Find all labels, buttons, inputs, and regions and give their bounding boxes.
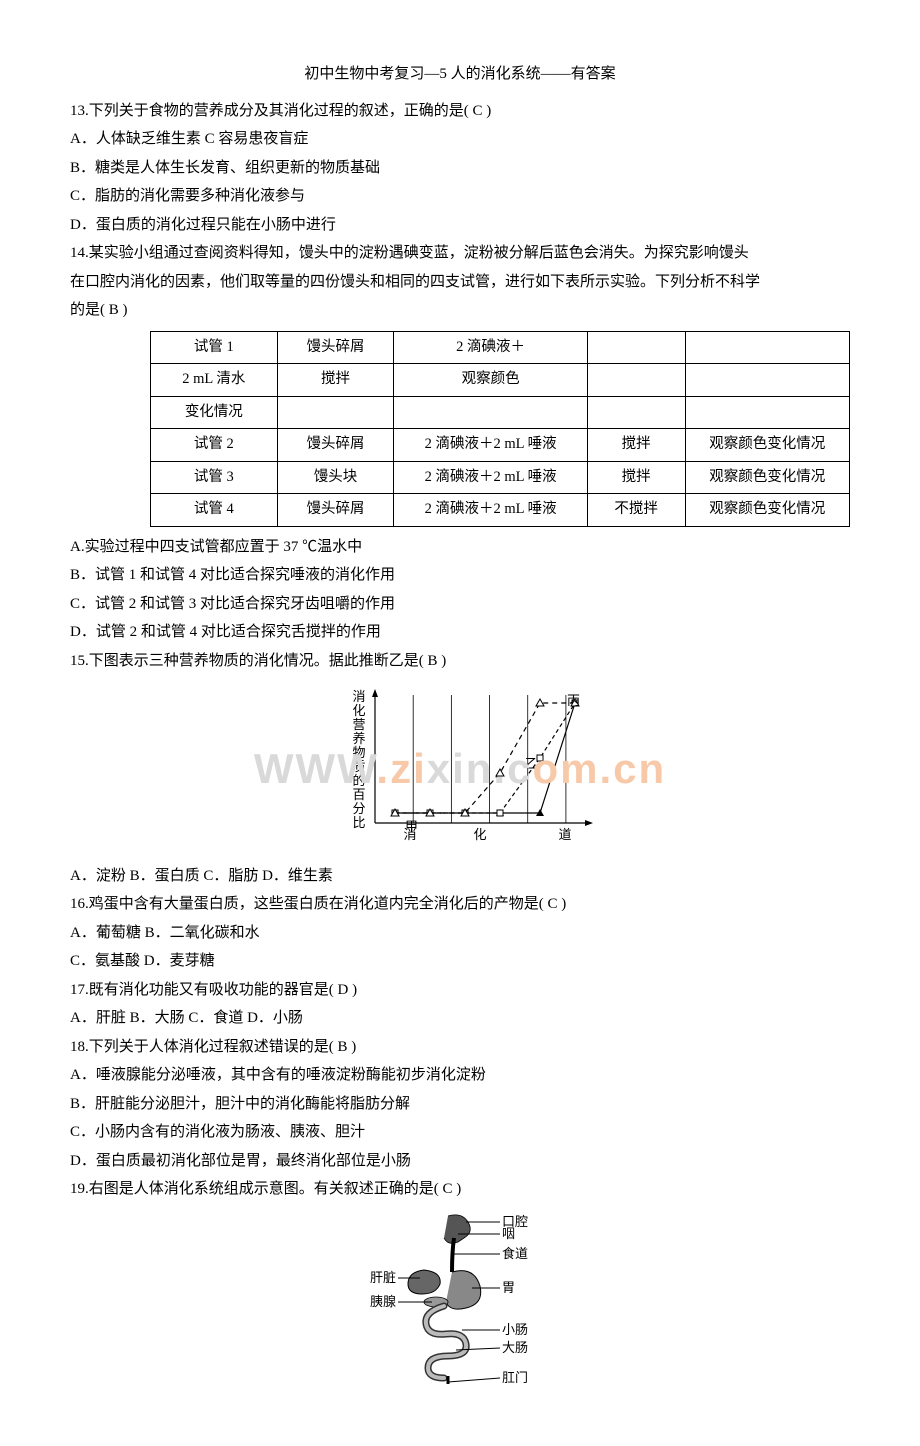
cell: 观察颜色变化情况 (685, 461, 849, 494)
page-title: 初中生物中考复习—5 人的消化系统——有答案 (70, 60, 850, 89)
q16-opt-c: C．氨基酸 D．麦芽糖 (70, 947, 850, 976)
document-page: 初中生物中考复习—5 人的消化系统——有答案 13.下列关于食物的营养成分及其消… (0, 0, 920, 1446)
svg-text:甲: 甲 (405, 819, 418, 834)
table-row: 试管 4 馒头碎屑 2 滴碘液＋2 mL 唾液 不搅拌 观察颜色变化情况 (151, 494, 850, 527)
q19-stem: 19.右图是人体消化系统组成示意图。有关叙述正确的是( C ) (70, 1175, 850, 1204)
svg-text:小肠: 小肠 (502, 1322, 528, 1337)
q13-opt-a: A．人体缺乏维生素 C 容易患夜盲症 (70, 125, 850, 154)
q16-stem: 16.鸡蛋中含有大量蛋白质，这些蛋白质在消化道内完全消化后的产物是( C ) (70, 890, 850, 919)
table-row: 试管 3 馒头块 2 滴碘液＋2 mL 唾液 搅拌 观察颜色变化情况 (151, 461, 850, 494)
q17-stem: 17.既有消化功能又有吸收功能的器官是( D ) (70, 976, 850, 1005)
q18-opt-b: B．肝脏能分泌胆汁，胆汁中的消化酶能将脂肪分解 (70, 1090, 850, 1119)
digestive-system-diagram: 口腔咽食道胃小肠大肠肛门肝脏胰腺 (70, 1210, 850, 1401)
q18-opt-a: A．唾液腺能分泌唾液，其中含有的唾液淀粉酶能初步消化淀粉 (70, 1061, 850, 1090)
q14-stem-3: 的是( B ) (70, 296, 850, 325)
chart-svg: 消化营养物质的百分比消化道甲乙丙 (325, 683, 595, 843)
svg-text:比: 比 (352, 815, 365, 830)
svg-text:养: 养 (352, 731, 365, 746)
cell (394, 396, 587, 429)
diagram-svg: 口腔咽食道胃小肠大肠肛门肝脏胰腺 (350, 1210, 570, 1390)
q18-opt-d: D．蛋白质最初消化部位是胃，最终消化部位是小肠 (70, 1147, 850, 1176)
q13-opt-b: B．糖类是人体生长发育、组织更新的物质基础 (70, 154, 850, 183)
q14-opt-a: A.实验过程中四支试管都应置于 37 ℃温水中 (70, 533, 850, 562)
svg-text:胃: 胃 (502, 1280, 515, 1295)
svg-text:百: 百 (352, 787, 365, 802)
cell: 观察颜色变化情况 (685, 494, 849, 527)
q13-opt-c: C．脂肪的消化需要多种消化液参与 (70, 182, 850, 211)
cell (685, 396, 849, 429)
q16-opt-a: A．葡萄糖 B．二氧化碳和水 (70, 919, 850, 948)
table-row: 变化情况 (151, 396, 850, 429)
q15-stem: 15.下图表示三种营养物质的消化情况。据此推断乙是( B ) (70, 647, 850, 676)
q13-opt-d: D．蛋白质的消化过程只能在小肠中进行 (70, 211, 850, 240)
svg-text:食道: 食道 (502, 1246, 528, 1261)
cell: 不搅拌 (587, 494, 685, 527)
svg-text:物: 物 (352, 745, 365, 760)
cell (685, 364, 849, 397)
digestion-chart: WWW.zixin.com.cn 消化营养物质的百分比消化道甲乙丙 (70, 683, 850, 854)
table-row: 试管 1 馒头碎屑 2 滴碘液＋ (151, 331, 850, 364)
svg-text:质: 质 (352, 759, 365, 774)
svg-text:化: 化 (352, 703, 365, 718)
q14-stem-2: 在口腔内消化的因素，他们取等量的四份馒头和相同的四支试管，进行如下表所示实验。下… (70, 268, 850, 297)
experiment-table: 试管 1 馒头碎屑 2 滴碘液＋ 2 mL 清水 搅拌 观察颜色 变化情况 试管… (150, 331, 850, 527)
q18-stem: 18.下列关于人体消化过程叙述错误的是( B ) (70, 1033, 850, 1062)
cell: 变化情况 (151, 396, 278, 429)
svg-text:消: 消 (352, 689, 365, 704)
cell: 试管 2 (151, 429, 278, 462)
table-row: 2 mL 清水 搅拌 观察颜色 (151, 364, 850, 397)
svg-text:的: 的 (352, 773, 365, 788)
cell (587, 396, 685, 429)
cell: 搅拌 (587, 461, 685, 494)
q14-opt-c: C．试管 2 和试管 3 对比适合探究牙齿咀嚼的作用 (70, 590, 850, 619)
cell: 2 滴碘液＋ (394, 331, 587, 364)
table-row: 试管 2 馒头碎屑 2 滴碘液＋2 mL 唾液 搅拌 观察颜色变化情况 (151, 429, 850, 462)
q14-opt-d: D．试管 2 和试管 4 对比适合探究舌搅拌的作用 (70, 618, 850, 647)
cell: 2 滴碘液＋2 mL 唾液 (394, 494, 587, 527)
svg-text:咽: 咽 (502, 1226, 515, 1241)
svg-text:乙: 乙 (525, 756, 538, 771)
cell: 馒头块 (277, 461, 394, 494)
cell (587, 331, 685, 364)
cell (685, 331, 849, 364)
cell: 试管 4 (151, 494, 278, 527)
svg-text:营: 营 (352, 717, 365, 732)
cell: 2 滴碘液＋2 mL 唾液 (394, 429, 587, 462)
q15-opts: A．淀粉 B．蛋白质 C．脂肪 D．维生素 (70, 862, 850, 891)
svg-text:胰腺: 胰腺 (370, 1294, 396, 1309)
q14-stem-1: 14.某实验小组通过查阅资料得知，馒头中的淀粉遇碘变蓝，淀粉被分解后蓝色会消失。… (70, 239, 850, 268)
cell: 馒头碎屑 (277, 494, 394, 527)
cell: 搅拌 (587, 429, 685, 462)
q17-opts: A．肝脏 B．大肠 C．食道 D．小肠 (70, 1004, 850, 1033)
svg-text:化: 化 (473, 827, 486, 842)
svg-text:道: 道 (558, 827, 571, 842)
svg-text:分: 分 (352, 801, 365, 816)
cell: 馒头碎屑 (277, 429, 394, 462)
cell: 搅拌 (277, 364, 394, 397)
cell: 观察颜色变化情况 (685, 429, 849, 462)
svg-text:大肠: 大肠 (502, 1340, 528, 1355)
cell: 2 滴碘液＋2 mL 唾液 (394, 461, 587, 494)
q14-opt-b: B．试管 1 和试管 4 对比适合探究唾液的消化作用 (70, 561, 850, 590)
cell: 2 mL 清水 (151, 364, 278, 397)
cell (277, 396, 394, 429)
cell: 馒头碎屑 (277, 331, 394, 364)
cell (587, 364, 685, 397)
cell: 试管 3 (151, 461, 278, 494)
cell: 观察颜色 (394, 364, 587, 397)
q13-stem: 13.下列关于食物的营养成分及其消化过程的叙述，正确的是( C ) (70, 97, 850, 126)
svg-text:肛门: 肛门 (502, 1370, 528, 1385)
svg-text:肝脏: 肝脏 (370, 1270, 396, 1285)
svg-text:丙: 丙 (567, 693, 580, 708)
q18-opt-c: C．小肠内含有的消化液为肠液、胰液、胆汁 (70, 1118, 850, 1147)
cell: 试管 1 (151, 331, 278, 364)
